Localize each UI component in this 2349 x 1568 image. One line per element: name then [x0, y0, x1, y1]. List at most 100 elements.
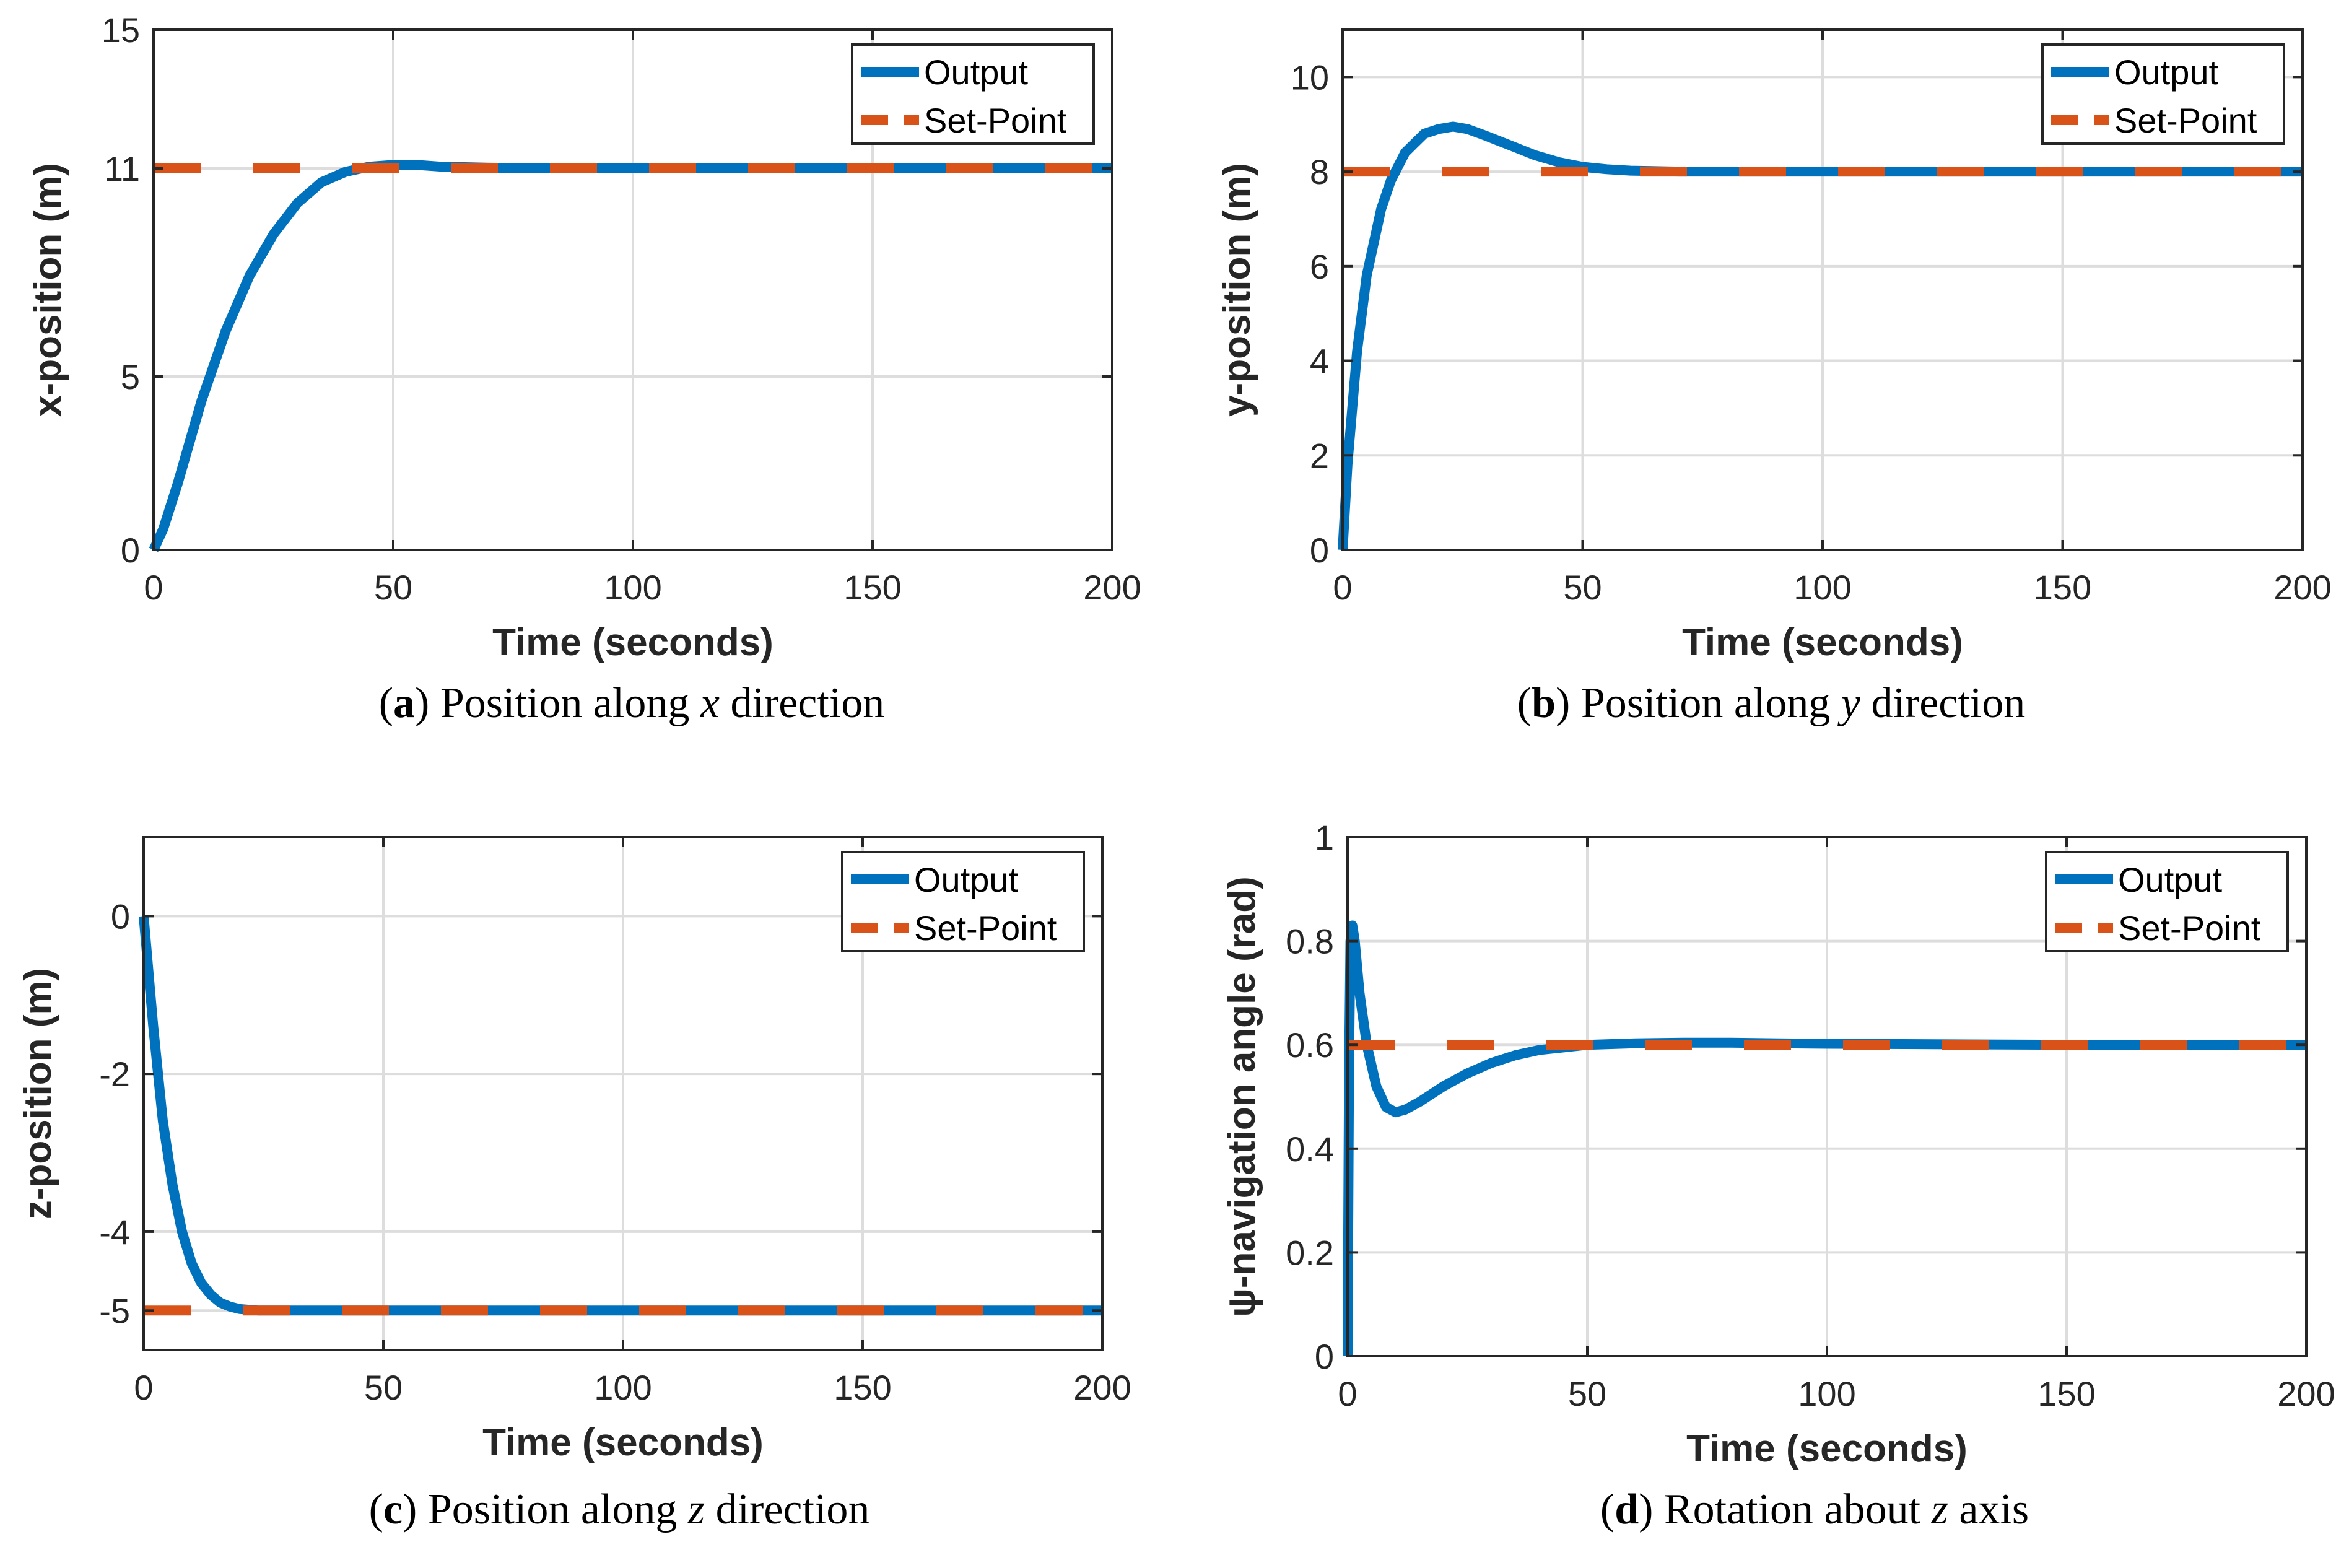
- y-tick-label: 0.2: [1286, 1233, 1334, 1272]
- caption-part: (: [1600, 1486, 1615, 1533]
- caption-part: ): [1639, 1486, 1664, 1533]
- legend: Output Set-Point: [2041, 43, 2285, 145]
- y-tick-label: 11: [104, 149, 140, 188]
- caption-part: axis: [1948, 1486, 2029, 1533]
- caption-part: direction: [1860, 679, 2025, 727]
- y-tick-label: -5: [99, 1291, 130, 1330]
- legend-label: Output: [2118, 860, 2223, 899]
- legend-label: Output: [2114, 53, 2219, 92]
- x-tick-label: 100: [1798, 1374, 1855, 1413]
- legend-box: [841, 851, 1085, 952]
- caption-part: (: [1517, 679, 1532, 727]
- x-tick-label: 50: [1568, 1374, 1606, 1413]
- y-axis-label: x-position (m): [27, 163, 69, 417]
- x-tick-label: 100: [594, 1368, 652, 1407]
- y-tick-label: 1: [1315, 818, 1334, 857]
- caption-part: (: [369, 1486, 383, 1533]
- panel-caption: (b) Position along y direction: [1517, 679, 2025, 727]
- legend-box: [2041, 43, 2285, 145]
- y-tick-label: 8: [1310, 152, 1329, 191]
- caption-part: Rotation about: [1664, 1486, 1932, 1533]
- x-tick-label: 0: [144, 568, 163, 607]
- x-tick-label: 0: [1338, 1374, 1357, 1413]
- y-tick-label: 15: [102, 11, 140, 50]
- y-tick-label: 4: [1310, 342, 1329, 381]
- x-tick-label: 50: [374, 568, 412, 607]
- x-tick-label: 50: [364, 1368, 403, 1407]
- x-tick-label: 0: [134, 1368, 153, 1407]
- legend-label: Set-Point: [2114, 101, 2257, 140]
- caption-part: Position along: [440, 679, 700, 727]
- y-tick-label: 6: [1310, 247, 1329, 286]
- x-axis-label: Time (seconds): [1686, 1427, 1968, 1470]
- output-line: [1338, 121, 2303, 551]
- y-axis-label: z-position (m): [17, 968, 59, 1219]
- y-tick-label: 0.8: [1286, 922, 1334, 961]
- caption-part: ): [403, 1486, 428, 1533]
- legend: Output Set-Point: [2045, 851, 2289, 952]
- y-tick-label: 5: [121, 357, 140, 396]
- caption-part: c: [383, 1486, 403, 1533]
- y-tick-label: 0.4: [1286, 1130, 1334, 1169]
- output-line: [149, 160, 1112, 552]
- x-tick-label: 200: [1073, 1368, 1131, 1407]
- caption-part: d: [1615, 1486, 1639, 1533]
- chart-panel-b: 0 50 100 150 200 0 2 4 6 8 10 Time (seconds) y-posit…: [1216, 28, 2332, 727]
- y-axis-label: y-position (m): [1216, 163, 1258, 417]
- caption-part: b: [1532, 679, 1556, 727]
- caption-part: (: [379, 679, 393, 727]
- x-axis-label: Time (seconds): [492, 621, 774, 664]
- y-tick-label: -2: [99, 1055, 130, 1094]
- legend-label: Set-Point: [2118, 908, 2261, 947]
- x-tick-label: 50: [1563, 568, 1602, 607]
- caption-part: ): [415, 679, 440, 727]
- legend-label: Output: [924, 53, 1029, 92]
- y-tick-label: -4: [99, 1213, 130, 1252]
- x-tick-label: 200: [2277, 1374, 2335, 1413]
- y-tick-label: 2: [1310, 436, 1329, 475]
- x-tick-label: 100: [1793, 568, 1851, 607]
- output-line: [1343, 920, 2306, 1357]
- x-axis-label: Time (seconds): [1682, 621, 1963, 664]
- caption-part: Position along: [428, 1486, 688, 1533]
- caption-part: y: [1837, 679, 1861, 727]
- legend-box: [2045, 851, 2289, 952]
- panel-caption: (a) Position along x direction: [379, 679, 885, 727]
- caption-part: direction: [720, 679, 884, 727]
- legend-label: Set-Point: [924, 101, 1067, 140]
- x-tick-label: 150: [2037, 1374, 2095, 1413]
- caption-part: z: [687, 1486, 705, 1533]
- panel-caption: (c) Position along z direction: [369, 1486, 870, 1533]
- y-axis-label: ψ-navigation angle (rad): [1221, 876, 1263, 1317]
- x-tick-label: 100: [604, 568, 661, 607]
- legend-box: [851, 43, 1095, 145]
- y-tick-label: 0.6: [1286, 1026, 1334, 1065]
- x-tick-label: 200: [2273, 568, 2331, 607]
- caption-part: z: [1931, 1486, 1948, 1533]
- x-tick-label: 150: [834, 1368, 891, 1407]
- chart-panel-a: 0 50 100 150 200 0 5 11 15 Time (seconds) x-positi…: [27, 11, 1141, 727]
- y-tick-label: 0: [121, 531, 140, 570]
- x-tick-label: 200: [1083, 568, 1141, 607]
- panel-caption: (d) Rotation about z axis: [1600, 1486, 2029, 1533]
- y-tick-label: 0: [1310, 531, 1329, 570]
- x-tick-label: 150: [2034, 568, 2091, 607]
- legend-label: Output: [914, 860, 1019, 899]
- x-tick-label: 150: [843, 568, 901, 607]
- caption-part: x: [700, 679, 720, 727]
- x-axis-label: Time (seconds): [482, 1421, 764, 1464]
- legend: Output Set-Point: [851, 43, 1095, 145]
- x-tick-label: 0: [1333, 568, 1352, 607]
- caption-part: a: [393, 679, 415, 727]
- caption-part: direction: [705, 1486, 869, 1533]
- chart-panel-d: 0 50 100 150 200 0 0.2 0.4 0.6 0.8 1 Time (seconds)…: [1221, 818, 2335, 1533]
- caption-part: Position along: [1581, 679, 1841, 727]
- legend-label: Set-Point: [914, 908, 1057, 947]
- y-tick-label: 0: [1315, 1337, 1334, 1376]
- legend: Output Set-Point: [841, 851, 1085, 952]
- y-tick-label: 0: [111, 897, 130, 936]
- y-tick-label: 10: [1291, 58, 1329, 97]
- caption-part: ): [1556, 679, 1581, 727]
- chart-panel-c: 0 50 100 150 200 -5 -4 -2 0 Time (seconds) z-posit…: [17, 836, 1131, 1533]
